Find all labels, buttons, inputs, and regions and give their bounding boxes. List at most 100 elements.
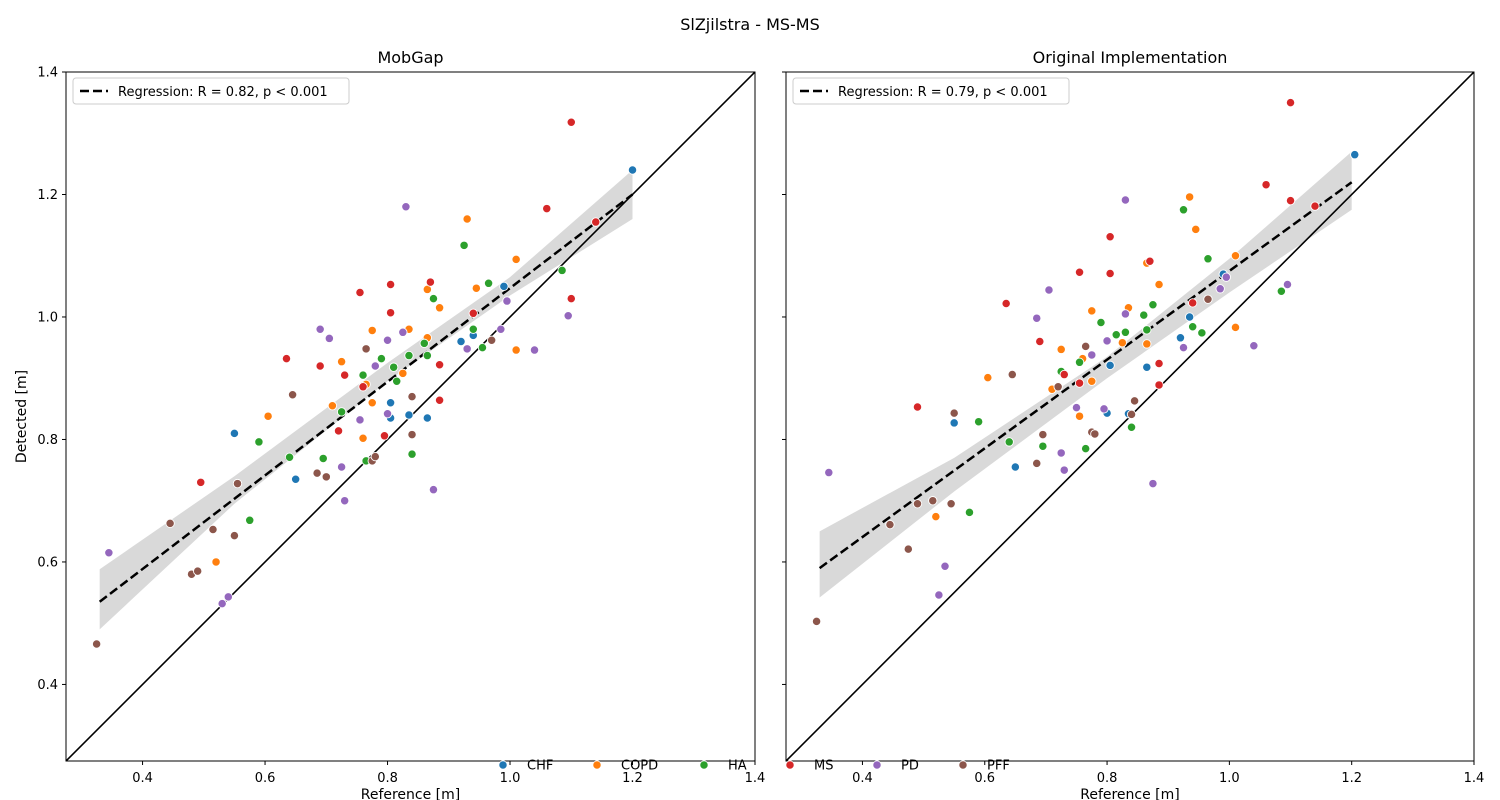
x-tick-label: 1.4: [745, 771, 766, 786]
legend-item-pff: PFF: [958, 759, 1010, 774]
data-point: [263, 411, 273, 421]
data-point: [434, 360, 445, 370]
data-point: [165, 518, 175, 529]
x-axis-label: Reference [m]: [361, 787, 461, 800]
data-point: [1105, 232, 1115, 242]
data-point: [468, 308, 478, 318]
panel-title: MobGap: [377, 48, 443, 67]
regression-legend: Regression: R = 0.82, p < 0.001: [72, 77, 350, 105]
data-point: [1230, 322, 1241, 333]
data-point: [367, 398, 377, 408]
data-point: [1129, 396, 1140, 406]
data-point: [912, 402, 923, 412]
data-point: [382, 409, 393, 419]
data-point: [392, 376, 402, 386]
chart-panels: MobGap 0.4 0.6 0.8 1.0 1.2 1.4 0.4 0.6 0.8 1.0 1.2 1…: [14, 48, 1484, 800]
data-point: [1090, 429, 1100, 439]
data-point: [931, 511, 941, 522]
data-point: [1188, 322, 1198, 332]
data-point: [217, 598, 227, 609]
data-point: [885, 519, 895, 530]
x-tick-label: 0.6: [255, 771, 276, 786]
data-point: [1087, 376, 1097, 386]
data-point: [1148, 478, 1158, 489]
data-point: [511, 345, 521, 355]
legend-label: PD: [901, 759, 919, 774]
data-point: [287, 390, 298, 400]
data-point: [407, 391, 417, 402]
data-point: [404, 350, 414, 361]
data-point: [542, 203, 552, 214]
data-point: [358, 433, 368, 443]
data-point: [211, 557, 221, 567]
data-point: [1197, 328, 1207, 338]
data-point: [477, 342, 488, 353]
axes-frame: [65, 71, 756, 762]
regression-label: Regression: R = 0.79, p < 0.001: [838, 85, 1048, 100]
data-point: [340, 496, 350, 506]
data-point: [370, 361, 380, 371]
data-point: [1099, 404, 1109, 414]
data-point: [459, 240, 469, 250]
data-point: [419, 338, 429, 348]
data-point: [1117, 338, 1128, 348]
data-point: [1154, 279, 1164, 290]
data-point: [462, 214, 472, 224]
data-point: [379, 431, 390, 441]
data-point: [1276, 286, 1287, 296]
data-point: [940, 561, 950, 571]
data-point: [428, 485, 439, 495]
data-point: [1056, 344, 1066, 355]
data-point: [370, 451, 380, 462]
data-point: [928, 496, 938, 506]
y-tick-label: 0.8: [37, 433, 58, 448]
data-point: [1215, 284, 1225, 294]
legend-item-chf: CHF: [498, 759, 553, 774]
legend-item-ms: MS: [785, 759, 833, 774]
x-tick-label: 0.4: [852, 771, 873, 786]
data-point: [1007, 369, 1017, 380]
data-point: [324, 333, 335, 344]
data-point: [425, 277, 436, 287]
data-point: [1285, 97, 1296, 108]
data-point: [398, 368, 408, 378]
data-point: [1261, 180, 1271, 190]
regression-line: [98, 193, 634, 603]
plot-area: [66, 72, 755, 761]
data-point: [1142, 325, 1152, 335]
data-point: [1154, 380, 1164, 390]
data-point: [327, 401, 338, 411]
data-point: [1175, 333, 1186, 343]
data-point: [1148, 300, 1158, 310]
data-point: [376, 353, 387, 364]
data-point: [340, 370, 350, 380]
data-point: [333, 426, 344, 436]
legend-item-copd: COPD: [592, 759, 658, 774]
data-point: [1032, 458, 1042, 469]
data-point: [358, 382, 368, 392]
y-axis-label: Detected [m]: [14, 370, 30, 463]
data-point: [1035, 336, 1045, 347]
data-point: [223, 592, 233, 602]
y-tick-label: 1.4: [37, 66, 58, 81]
data-point: [566, 293, 576, 304]
x-tick-label: 1.2: [1341, 771, 1362, 786]
data-point: [1120, 309, 1131, 319]
data-point: [1102, 336, 1112, 346]
data-point: [1038, 441, 1048, 451]
data-point: [355, 415, 365, 425]
data-point: [1178, 205, 1189, 215]
data-point: [401, 202, 411, 212]
data-point: [949, 418, 959, 428]
data-point: [1184, 192, 1195, 202]
data-point: [422, 413, 432, 423]
y-tick-label: 0.6: [37, 555, 58, 570]
x-tick-label: 1.4: [1464, 771, 1485, 786]
data-point: [1096, 317, 1106, 328]
data-point: [1310, 201, 1320, 211]
regression-label: Regression: R = 0.82, p < 0.001: [118, 85, 328, 100]
figure-title: SlZjilstra - MS-MS: [680, 15, 820, 34]
x-tick-label: 1.0: [1219, 771, 1240, 786]
legend-marker: [699, 760, 709, 770]
data-point: [1074, 411, 1085, 421]
